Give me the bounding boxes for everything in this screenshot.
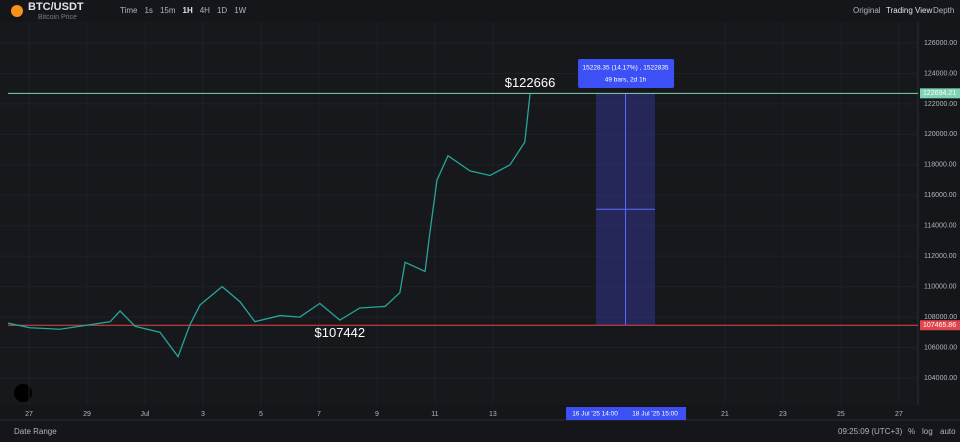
y-tick-label: 122000.00 xyxy=(924,101,957,108)
view-button[interactable]: Depth xyxy=(933,6,954,15)
y-tick-label: 120000.00 xyxy=(924,131,957,138)
price-tag xyxy=(920,88,960,99)
price-tag xyxy=(920,320,960,331)
time-range-box xyxy=(566,407,687,420)
scale-option[interactable]: auto xyxy=(940,427,956,436)
measure-label-box xyxy=(578,59,675,88)
y-tick-label: 118000.00 xyxy=(924,162,957,169)
x-tick-label: 21 xyxy=(721,411,729,418)
time-to: 18 Jul '25 15:00 xyxy=(632,411,678,418)
x-tick-label: 3 xyxy=(201,411,205,418)
interval-button[interactable]: 1H xyxy=(183,6,193,15)
price-line-series xyxy=(7,93,531,359)
symbol[interactable]: BTC/USDT xyxy=(28,1,84,13)
y-tick-label: 116000.00 xyxy=(924,192,957,199)
price-annotation: $107442 xyxy=(315,325,366,340)
scale-option[interactable]: % xyxy=(908,427,915,436)
x-tick-label: 29 xyxy=(83,411,91,418)
x-tick-label: 27 xyxy=(895,411,903,418)
y-tick-label: 108000.00 xyxy=(924,314,957,321)
measure-label: 15228.35 (14.17%) , 1522835 xyxy=(583,65,669,72)
price-tag-label: 107465.86 xyxy=(923,322,956,329)
y-tick-label: 106000.00 xyxy=(924,344,957,351)
y-tick-label: 124000.00 xyxy=(924,70,957,77)
y-tick-label: 110000.00 xyxy=(924,283,957,290)
btc-icon xyxy=(11,5,23,17)
price-tag-label: 122694.21 xyxy=(923,90,956,97)
x-tick-label: 7 xyxy=(317,411,321,418)
y-tick-label: 112000.00 xyxy=(924,253,957,260)
interval-button[interactable]: 1W xyxy=(234,6,246,15)
subtitle: Bitcoin Price xyxy=(38,14,77,21)
date-range[interactable]: Date Range xyxy=(14,427,57,436)
x-tick-label: 5 xyxy=(259,411,263,418)
interval-button[interactable]: 4H xyxy=(200,6,210,15)
x-tick-label: 9 xyxy=(375,411,379,418)
interval-button[interactable]: Time xyxy=(120,6,138,15)
x-tick-label: 23 xyxy=(779,411,787,418)
x-tick-label: 25 xyxy=(837,411,845,418)
price-annotation: $122666 xyxy=(505,75,556,90)
chart-area xyxy=(0,22,918,405)
interval-button[interactable]: 15m xyxy=(160,6,176,15)
interval-button[interactable]: 1D xyxy=(217,6,227,15)
interval-button[interactable]: 1s xyxy=(144,6,152,15)
y-tick-label: 126000.00 xyxy=(924,40,957,47)
x-tick-label: 13 xyxy=(489,411,497,418)
logo xyxy=(14,384,32,402)
x-tick-label: 11 xyxy=(431,411,438,418)
y-tick-label: 114000.00 xyxy=(924,223,957,230)
y-tick-label: 104000.00 xyxy=(924,375,957,382)
time-from: 16 Jul '25 14:00 xyxy=(572,411,618,418)
view-button[interactable]: Original xyxy=(853,6,881,15)
x-tick-label: Jul xyxy=(141,411,150,418)
x-tick-label: 27 xyxy=(25,411,33,418)
scale-option[interactable]: log xyxy=(922,427,933,436)
clock: 09:25:09 (UTC+3) xyxy=(838,427,903,436)
view-button[interactable]: Trading View xyxy=(886,6,932,15)
measure-sub: 49 bars, 2d 1h xyxy=(605,77,647,84)
